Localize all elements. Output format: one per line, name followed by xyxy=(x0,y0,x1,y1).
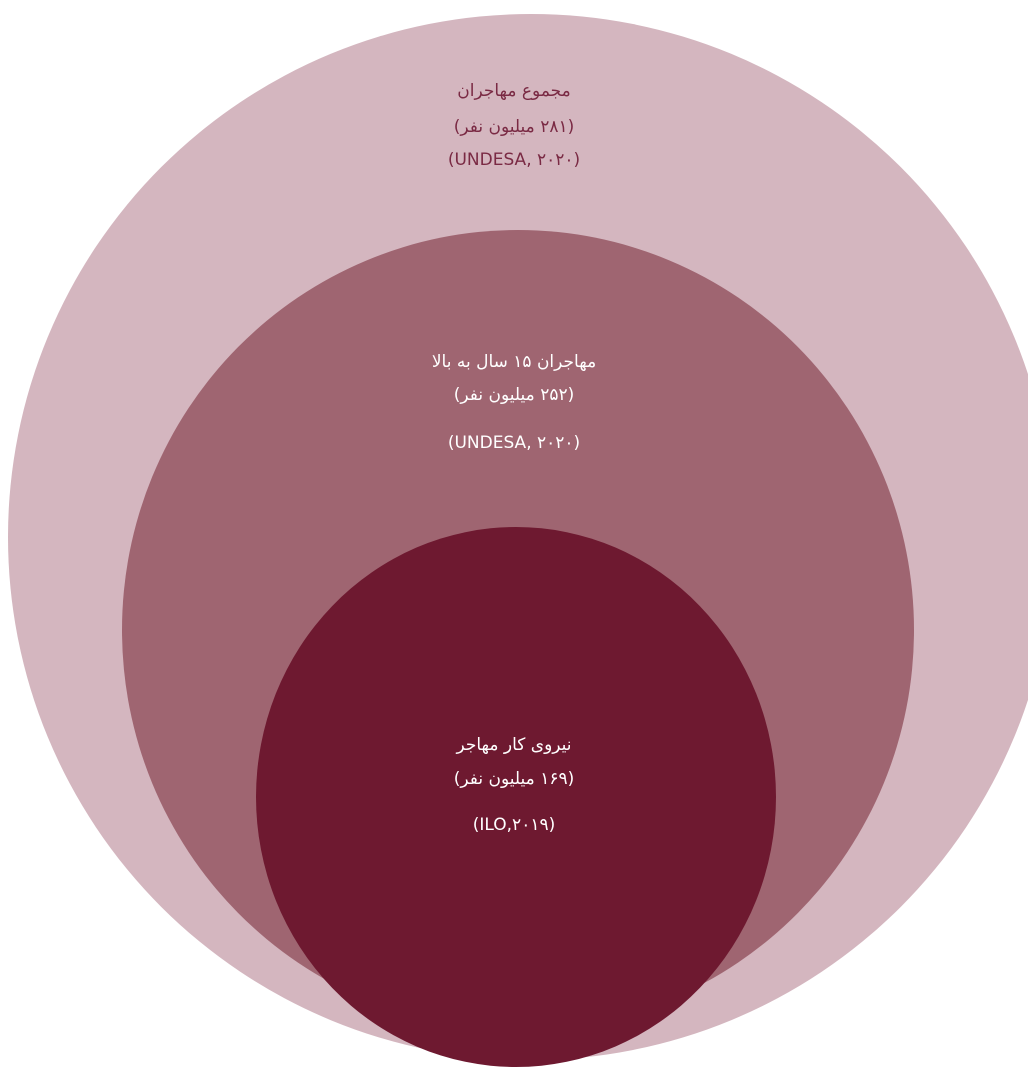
total-migrants-title: مجموع مهاجران xyxy=(457,81,571,101)
migrant-workforce-count: (۱۶۹ میلیون نفر) xyxy=(453,769,575,789)
migrants-15-plus-title: مهاجران ۱۵ سال به بالا xyxy=(431,352,597,372)
migrants-15-plus-count: (۲۵۲ میلیون نفر) xyxy=(453,385,575,405)
migrant-workforce-circle xyxy=(256,527,776,1067)
migrants-15-plus-source: (UNDESA, ۲۰۲۰) xyxy=(447,433,581,453)
total-migrants-count: (۲۸۱ میلیون نفر) xyxy=(453,117,575,137)
migrant-workforce-title: نیروی کار مهاجر xyxy=(456,735,572,755)
total-migrants-source: (UNDESA, ۲۰۲۰) xyxy=(447,150,581,170)
migrant-workforce-source: (ILO,۲۰۱۹) xyxy=(472,815,556,835)
